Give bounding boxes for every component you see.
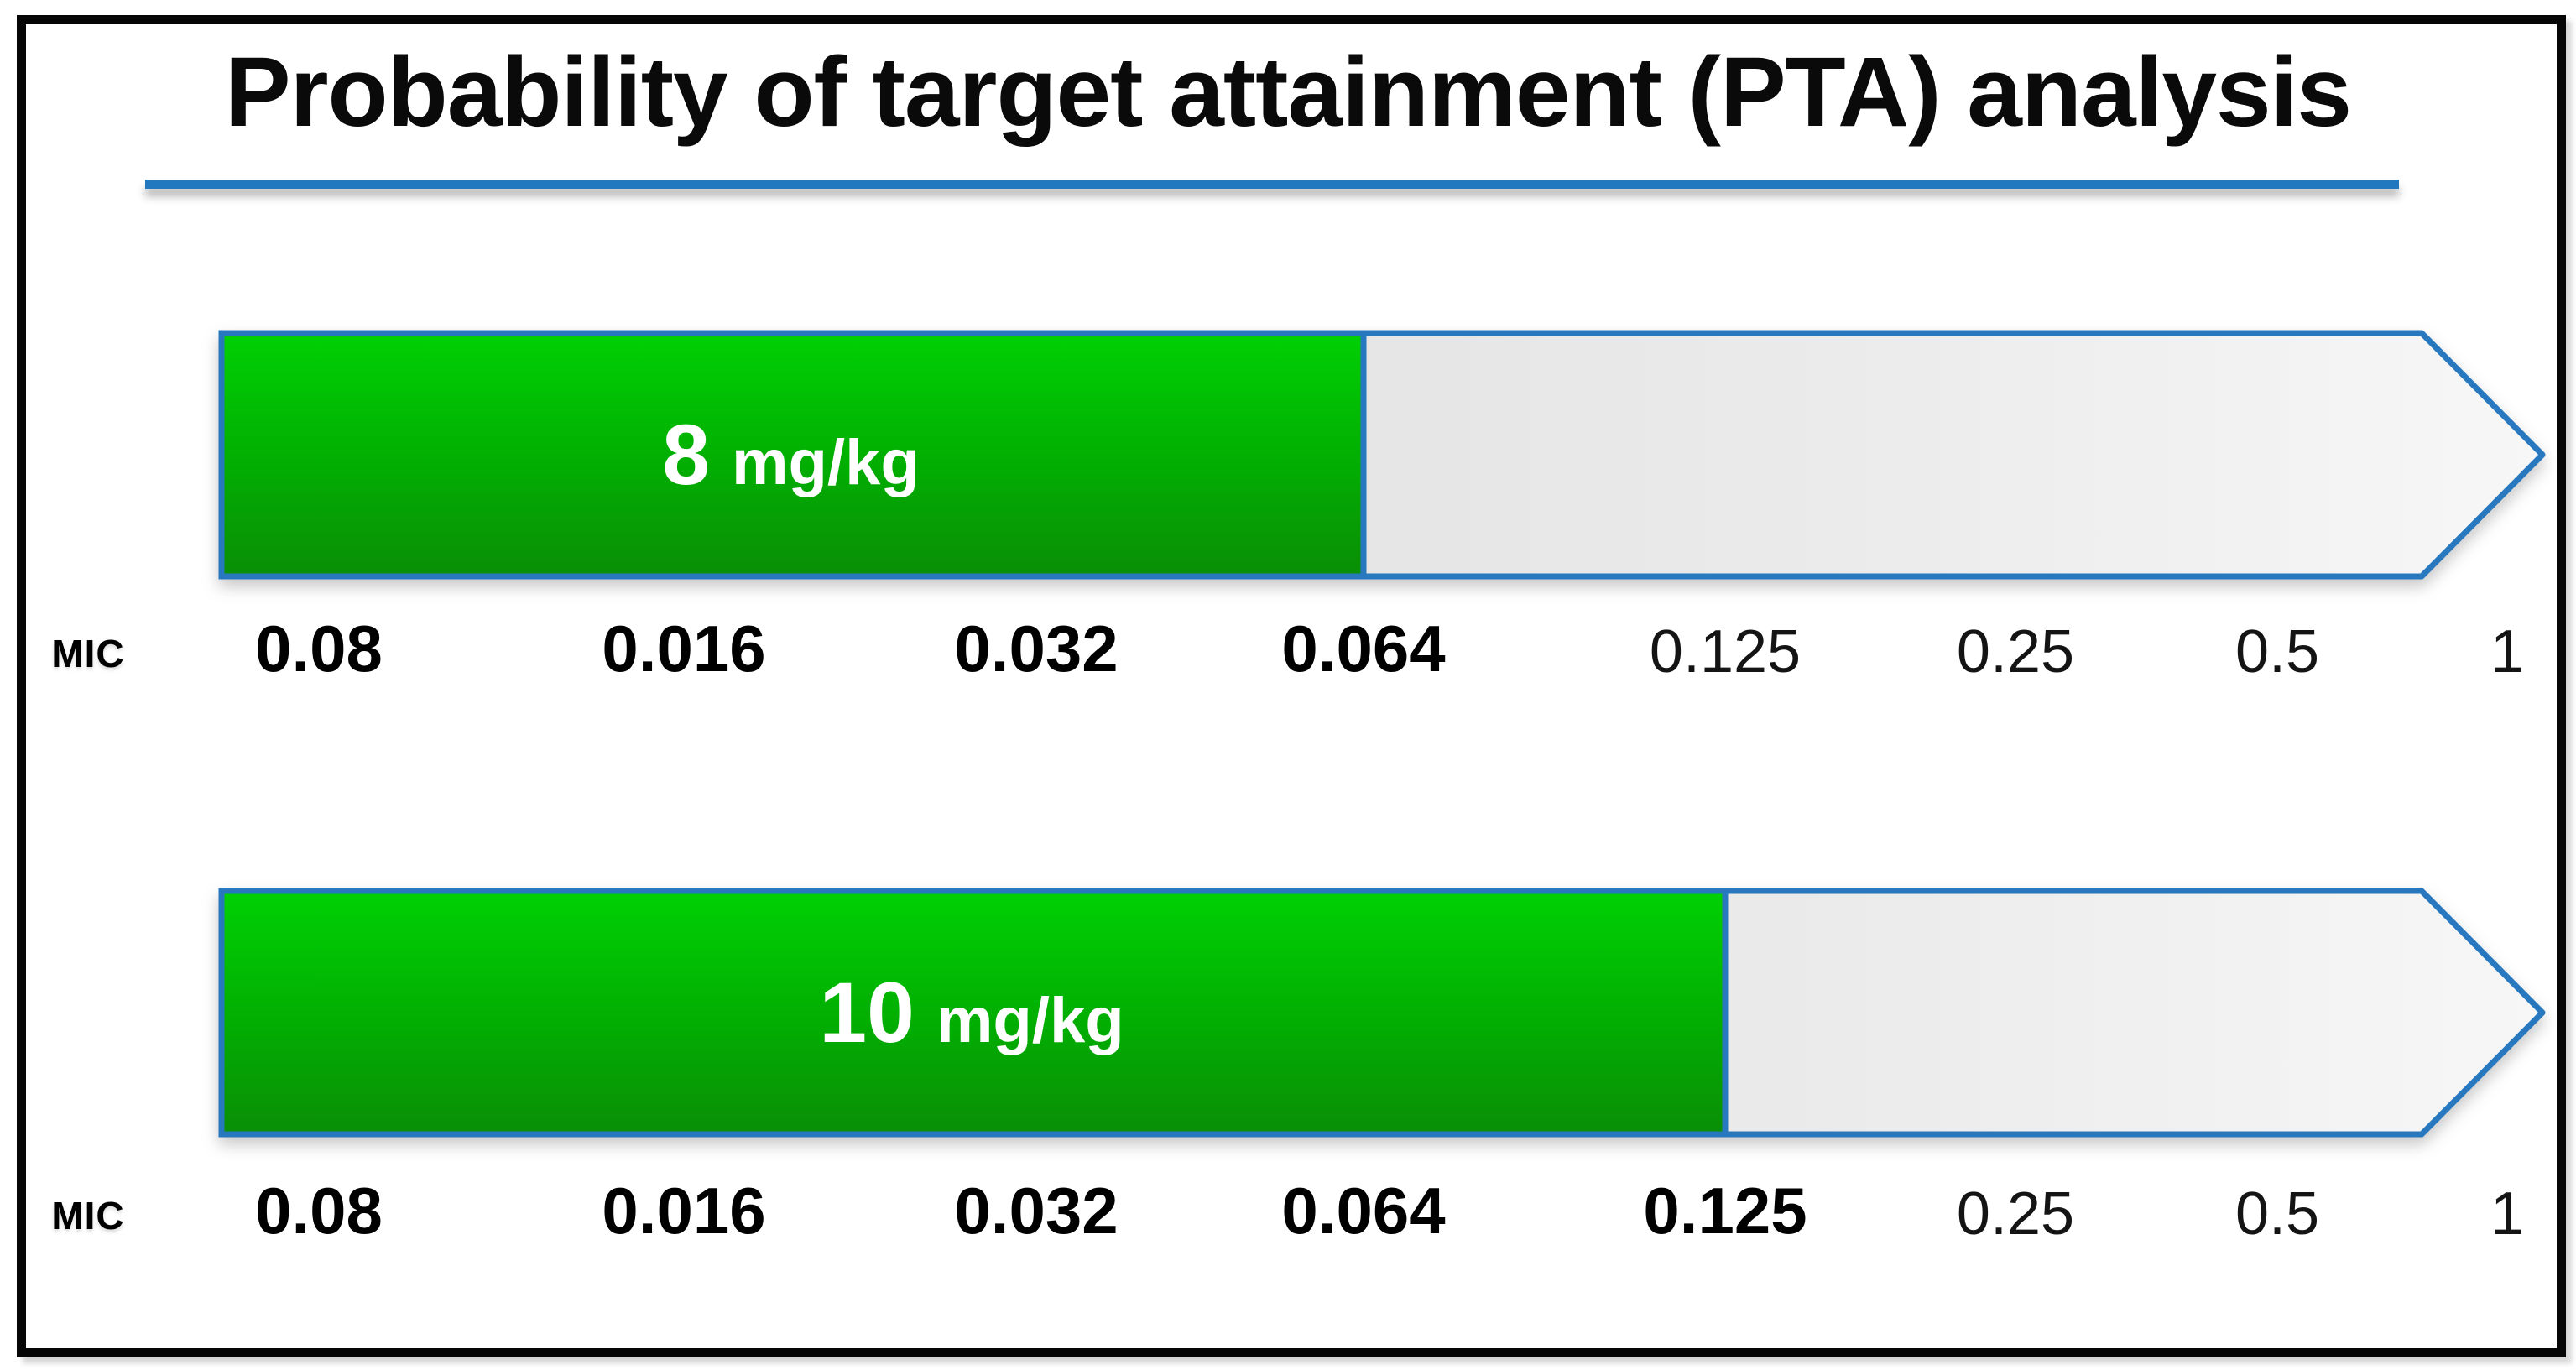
- pta-arrow-bar: [218, 888, 2546, 1138]
- mic-tick-label: 0.016: [602, 612, 766, 685]
- mic-tick-label: 0.5: [2234, 1180, 2320, 1248]
- pta-arrow-bar: [218, 330, 2546, 580]
- mic-tick-label: 0.016: [602, 1174, 766, 1248]
- mic-tick-label: 0.125: [1649, 618, 1802, 685]
- mic-tick-label: 1: [2490, 618, 2525, 685]
- mic-tick-label: 0.064: [1281, 1174, 1446, 1248]
- mic-tick-label: 0.032: [954, 1174, 1119, 1248]
- mic-tick-label: 0.032: [954, 612, 1119, 685]
- mic-tick-label: 0.125: [1643, 1174, 1807, 1248]
- mic-tick-label: 0.08: [255, 612, 383, 685]
- title-underline-rule: [145, 180, 2399, 189]
- page-title: Probability of target attainment (PTA) a…: [224, 37, 2352, 148]
- mic-tick-label: 0.5: [2234, 618, 2320, 685]
- mic-tick-label: 0.25: [1956, 1180, 2075, 1248]
- mic-tick-label: 1: [2490, 1180, 2525, 1248]
- attained-range-bar: [218, 888, 1729, 1138]
- mic-tick-label: 0.08: [255, 1174, 383, 1248]
- mic-tick-label: 0.064: [1281, 612, 1446, 685]
- attained-range-bar: [218, 330, 1367, 580]
- mic-axis-label: MIC: [51, 1194, 125, 1237]
- mic-tick-label: 0.25: [1956, 618, 2075, 685]
- mic-axis-label: MIC: [51, 632, 125, 675]
